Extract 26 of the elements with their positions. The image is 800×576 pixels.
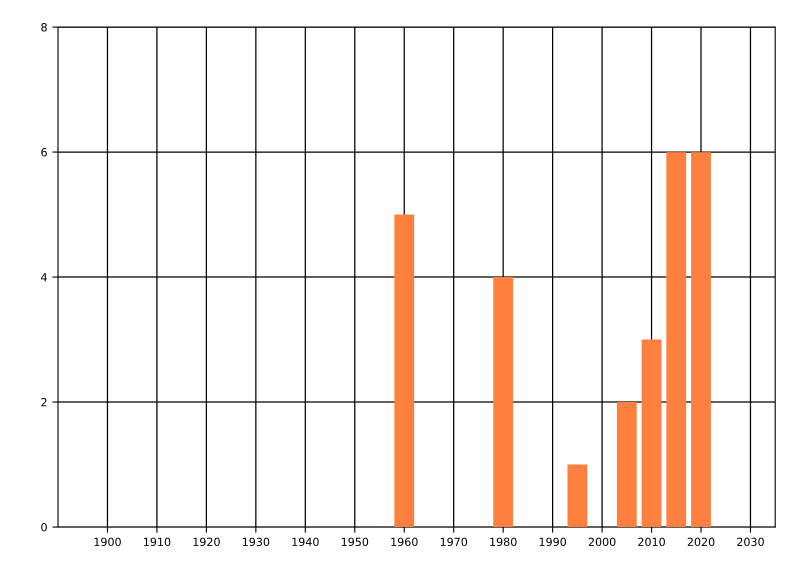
y-tick-label: 8 [41,23,47,32]
y-tick-label: 2 [41,398,46,406]
x-tick-label: 1950 [342,538,368,546]
y-tick-label: 6 [41,148,47,156]
x-tick-label: 1930 [242,538,270,546]
x-tick-label: 2030 [737,538,764,546]
bar [493,277,514,528]
x-tick-label: 1920 [193,538,220,546]
x-tick-label: 1900 [94,538,121,546]
x-tick-label: 2000 [588,538,616,546]
x-tick-label: 1980 [490,538,517,546]
bar [567,464,588,528]
x-tick-label: 2010 [638,538,665,546]
x-tick-label: 1960 [391,538,418,546]
bar [642,340,662,528]
bar [691,152,711,528]
y-tick-label: 0 [41,523,47,532]
x-tick-label: 1940 [292,538,319,546]
bar [394,214,414,528]
x-tick-label: 1910 [144,538,170,546]
x-tick-label: 1970 [440,538,468,546]
y-tick-label: 4 [41,273,47,282]
bar [666,152,686,528]
x-tick-label: 2020 [688,538,714,546]
bar [616,402,637,528]
x-tick-label: 1990 [540,538,566,546]
